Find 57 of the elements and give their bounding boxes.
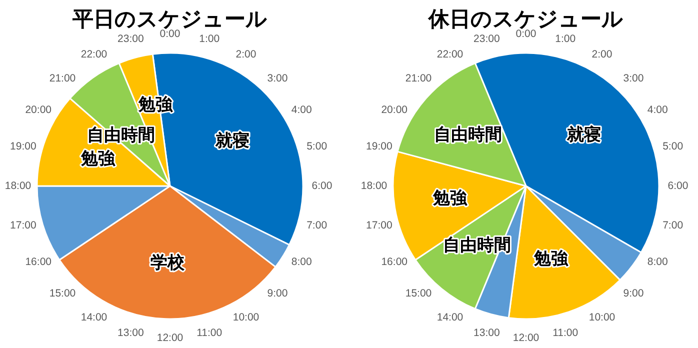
text: 5:00 — [662, 140, 684, 153]
text: 8:00 — [291, 256, 312, 268]
text: 19:00 — [10, 140, 36, 153]
text: 4:00 — [647, 104, 668, 116]
text: 19:00 — [366, 140, 392, 153]
text: 2:00 — [592, 48, 612, 60]
text: 13:00 — [118, 326, 144, 339]
text: 17:00 — [10, 219, 36, 232]
text: 10:00 — [232, 312, 260, 324]
text: 1:00 — [555, 33, 576, 46]
text: 21:00 — [405, 72, 432, 85]
text: 10:00 — [588, 312, 616, 324]
text: 7:00 — [306, 219, 328, 232]
text: 11:00 — [196, 326, 222, 339]
text: 20:00 — [25, 104, 52, 116]
text: 2:00 — [236, 48, 256, 60]
text: 23:00 — [474, 33, 500, 46]
text: 7:00 — [662, 219, 684, 232]
text: 6:00 — [668, 180, 688, 192]
text: 17:00 — [366, 219, 392, 232]
text: 4:00 — [291, 104, 312, 116]
text: 8:00 — [647, 256, 668, 268]
text: 11:00 — [552, 326, 578, 339]
chart-title: 休日のスケジュール — [428, 7, 624, 31]
chart-title: 平日のスケジュール — [72, 7, 268, 31]
text: 9:00 — [623, 287, 644, 300]
text: 21:00 — [49, 72, 76, 85]
text: 3:00 — [267, 72, 288, 85]
text: 15:00 — [405, 287, 432, 300]
text: 5:00 — [306, 140, 328, 153]
text: 18:00 — [360, 180, 388, 192]
slice-label: 勉強 — [532, 249, 569, 270]
text: 12:00 — [156, 332, 184, 344]
text: 20:00 — [381, 104, 408, 116]
text: 18:00 — [4, 180, 32, 192]
slice-label: 就寝 — [214, 131, 250, 152]
text: 0:00 — [160, 28, 180, 40]
text: 14:00 — [436, 312, 464, 324]
text: 14:00 — [80, 312, 108, 324]
slice-label: 勉強 — [432, 188, 468, 209]
text: 22:00 — [80, 48, 108, 60]
text: 12:00 — [512, 332, 540, 344]
text: 6:00 — [312, 180, 332, 192]
text: 16:00 — [381, 256, 408, 268]
text: 15:00 — [49, 287, 76, 300]
text: 9:00 — [267, 287, 288, 300]
text: 16:00 — [25, 256, 52, 268]
slice-label: 学校 — [150, 253, 186, 274]
slice-label: 就寝 — [566, 125, 601, 146]
text: 22:00 — [436, 48, 464, 60]
text: 0:00 — [516, 28, 536, 40]
text: 1:00 — [199, 33, 220, 46]
slice-label: 自由時間 — [434, 125, 502, 146]
text: 3:00 — [623, 72, 644, 85]
text: 23:00 — [118, 33, 144, 46]
slice-label: 勉強 — [80, 148, 116, 169]
text: 13:00 — [474, 326, 500, 339]
